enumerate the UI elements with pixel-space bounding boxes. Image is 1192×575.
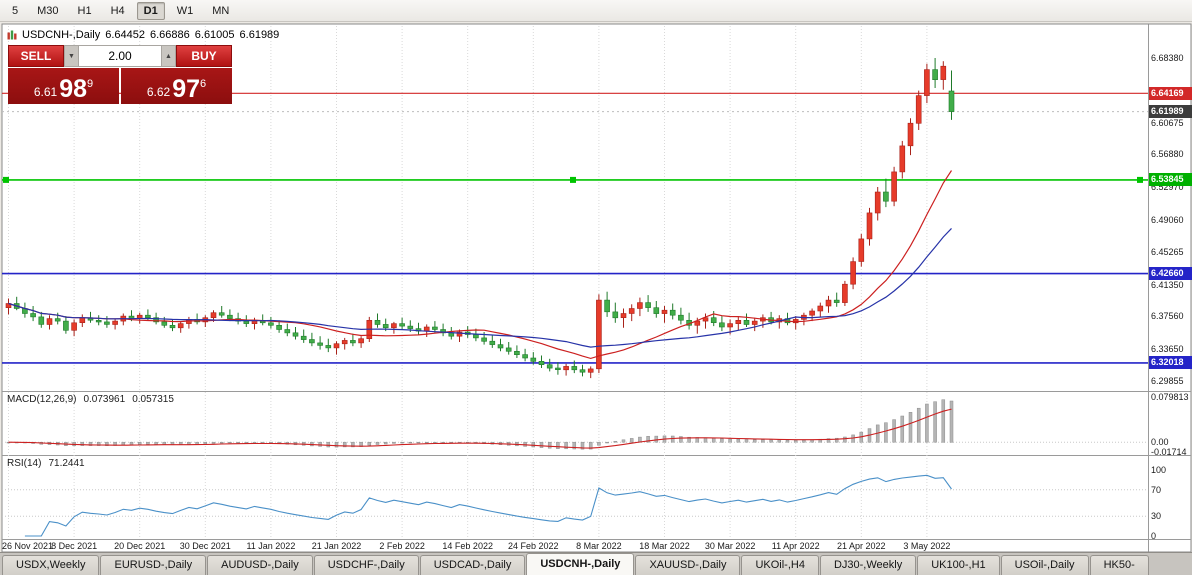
tab-uk100-h1[interactable]: UK100-,H1	[917, 555, 1000, 575]
symbol-label: USDCNH-,Daily	[22, 29, 101, 41]
sell-button[interactable]: SELL	[8, 45, 64, 67]
timeframe-button-m30[interactable]: M30	[37, 4, 59, 17]
buy-price-prefix: 6.62	[146, 85, 171, 99]
volume-increase-icon[interactable]: ▲	[161, 45, 176, 67]
tab-usdx-weekly[interactable]: USDX,Weekly	[2, 555, 100, 575]
tab-dj30-weekly[interactable]: DJ30-,Weekly	[819, 555, 917, 575]
tab-xauusd-daily[interactable]: XAUUSD-,Daily	[635, 555, 741, 575]
grid	[8, 26, 928, 538]
timeframe-button-mn[interactable]: MN	[212, 4, 230, 17]
rsi-label: RSI(14) 71.2441	[7, 458, 85, 469]
rsi-value: 71.2441	[48, 458, 85, 469]
trade-controls-row: SELL ▼ 2.00 ▲ BUY	[8, 45, 232, 67]
tab-audusd-daily[interactable]: AUDUSD-,Daily	[207, 555, 313, 575]
macd-signal-line	[8, 408, 952, 449]
timeframe-button-5[interactable]: 5	[12, 4, 19, 17]
rsi-name: RSI(14)	[7, 458, 42, 469]
tab-usdchf-daily[interactable]: USDCHF-,Daily	[313, 555, 419, 575]
one-click-trading-panel: SELL ▼ 2.00 ▲ BUY 6.61 98 9 6.62 97 6	[8, 45, 232, 104]
sell-price[interactable]: 6.61 98 9	[8, 68, 119, 104]
timeframe-button-d1[interactable]: D1	[136, 1, 165, 20]
chart-tab-bar: USDX,Weekly EURUSD-,Daily AUDUSD-,Daily USD…	[0, 552, 1192, 575]
ohlc-high: 6.66886	[150, 29, 190, 41]
chart-title: USDCNH-,Daily 6.64452 6.66886 6.61005 6.…	[7, 29, 279, 41]
tab-usdcnh-daily[interactable]: USDCNH-,Daily	[526, 553, 635, 575]
macd-label: MACD(12,26,9) 0.073961 0.057315	[7, 394, 174, 405]
chart-icon	[7, 30, 17, 40]
trade-prices-row: 6.61 98 9 6.62 97 6	[8, 68, 232, 104]
sell-price-prefix: 6.61	[33, 85, 58, 99]
volume-control: ▼ 2.00 ▲	[64, 45, 176, 67]
ohlc-low: 6.61005	[194, 29, 235, 41]
ma-fast-line	[8, 170, 953, 360]
ma-slow-line	[8, 227, 952, 348]
sell-price-big: 98	[59, 75, 88, 103]
ohlc-close: 6.61989	[239, 29, 280, 41]
timeframe-button-w1[interactable]: W1	[176, 4, 194, 17]
timeframe-button-h4[interactable]: H4	[110, 4, 125, 17]
macd-histogram	[6, 399, 954, 450]
tab-usdcad-daily[interactable]: USDCAD-,Daily	[419, 555, 526, 575]
sell-price-pip: 9	[87, 78, 94, 90]
macd-main-value: 0.073961	[83, 394, 126, 405]
tab-eurusd-daily[interactable]: EURUSD-,Daily	[100, 555, 207, 575]
timeframe-button-h1[interactable]: H1	[77, 4, 92, 17]
buy-price[interactable]: 6.62 97 6	[121, 68, 232, 104]
ohlc-open: 6.64452	[105, 29, 145, 41]
rsi-line	[24, 474, 952, 537]
horizontal-lines	[2, 92, 1148, 364]
buy-button[interactable]: BUY	[176, 45, 232, 67]
tab-usoil-daily[interactable]: USOil-,Daily	[1000, 555, 1089, 575]
macd-name: MACD(12,26,9)	[7, 394, 77, 405]
buy-price-pip: 6	[200, 78, 207, 90]
buy-price-big: 97	[172, 75, 201, 103]
volume-input[interactable]: 2.00	[79, 45, 161, 67]
tab-ukoil-h4[interactable]: UKOil-,H4	[741, 555, 819, 575]
tab-hk50[interactable]: HK50-	[1089, 555, 1149, 575]
macd-signal-value: 0.057315	[132, 394, 174, 405]
timeframe-toolbar: 5 M30 H1 H4 D1 W1 MN	[0, 0, 1192, 22]
volume-decrease-icon[interactable]: ▼	[64, 45, 79, 67]
